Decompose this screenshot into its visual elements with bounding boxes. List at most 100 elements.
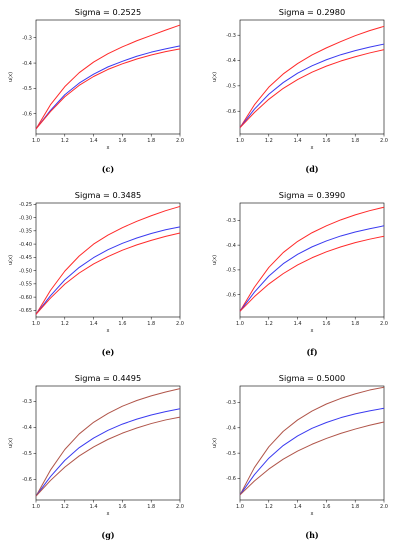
x-tick-label: 2.0 [380, 138, 388, 144]
series-line-2 [35, 45, 181, 130]
x-tick-label: 1.6 [322, 138, 330, 144]
y-axis-label: u(x) [212, 255, 218, 265]
plot-frame [239, 202, 385, 318]
y-tick-label: -0.3 [226, 400, 236, 406]
x-axis-label: x [311, 328, 314, 334]
x-tick-label: 1.8 [147, 321, 155, 327]
plot-frame [35, 19, 181, 135]
y-tick-label: -0.45 [19, 255, 32, 261]
x-tick-label: 1.0 [236, 504, 244, 510]
x-tick-label: 1.0 [32, 321, 40, 327]
y-tick-label: -0.40 [19, 242, 32, 248]
panel-caption: (g) [101, 530, 114, 540]
series-line-2 [239, 225, 385, 312]
y-tick-label: -0.6 [226, 476, 236, 482]
chart-title: Sigma = 0.2525 [75, 7, 141, 17]
y-axis-label: u(x) [212, 72, 218, 82]
chart-panel: Sigma = 0.4495 1.0 1.2 1.4 1.6 1.8 2.0 -0.3 -0.4… [0, 366, 200, 546]
panel-caption: (e) [102, 347, 115, 357]
series-line-2 [35, 408, 181, 497]
panel-caption: (f) [306, 347, 317, 357]
x-tick-label: 1.4 [90, 504, 98, 510]
series-line-3 [35, 416, 181, 497]
x-tick-label: 1.4 [90, 138, 98, 144]
x-tick-label: 1.4 [294, 504, 302, 510]
x-tick-label: 2.0 [380, 321, 388, 327]
series-line-1 [35, 24, 181, 130]
y-axis-label: u(x) [8, 438, 14, 448]
y-tick-label: -0.5 [226, 451, 236, 457]
y-tick-label: -0.35 [19, 229, 32, 235]
plot-frame [35, 385, 181, 501]
series-line-3 [35, 232, 181, 315]
series-line-1 [239, 206, 385, 312]
x-tick-label: 1.0 [32, 138, 40, 144]
x-tick-label: 1.8 [351, 504, 359, 510]
y-tick-label: -0.60 [19, 295, 32, 301]
y-tick-label: -0.3 [226, 218, 236, 224]
panel-caption: (d) [305, 164, 318, 174]
x-tick-label: 1.0 [32, 504, 40, 510]
y-tick-label: -0.4 [22, 425, 32, 431]
chart-panel: Sigma = 0.2980 1.0 1.2 1.4 1.6 1.8 2.0 -0.3 -0.4… [204, 0, 404, 180]
y-axis-label: u(x) [8, 255, 14, 265]
y-tick-label: -0.5 [226, 84, 236, 90]
chart-svg: Sigma = 0.2980 1.0 1.2 1.4 1.6 1.8 2.0 -0.3 -0.4… [212, 7, 388, 174]
x-tick-label: 2.0 [176, 504, 184, 510]
chart-svg: Sigma = 0.5000 1.0 1.2 1.4 1.6 1.8 2.0 -0.3 -0.4… [212, 373, 388, 540]
x-tick-label: 1.8 [147, 504, 155, 510]
x-tick-label: 1.0 [236, 321, 244, 327]
series-line-3 [239, 421, 385, 496]
x-tick-label: 1.6 [118, 504, 126, 510]
x-axis-label: x [311, 145, 314, 151]
x-tick-label: 1.2 [61, 321, 69, 327]
y-tick-label: -0.6 [226, 292, 236, 298]
x-axis-label: x [107, 145, 110, 151]
x-tick-label: 2.0 [176, 138, 184, 144]
y-tick-label: -0.4 [226, 243, 236, 249]
chart-panel: Sigma = 0.3990 1.0 1.2 1.4 1.6 1.8 2.0 -0.3 -0.4… [204, 183, 404, 363]
x-tick-label: 1.6 [322, 504, 330, 510]
x-axis-label: x [107, 511, 110, 517]
series-line-3 [35, 48, 181, 130]
x-tick-label: 1.0 [236, 138, 244, 144]
plot-frame [35, 202, 181, 318]
y-tick-label: -0.3 [22, 399, 32, 405]
x-tick-label: 1.4 [294, 138, 302, 144]
x-tick-label: 1.2 [265, 321, 273, 327]
y-tick-label: -0.4 [226, 426, 236, 432]
y-axis-label: u(x) [212, 438, 218, 448]
chart-panel: Sigma = 0.2525 1.0 1.2 1.4 1.6 1.8 2.0 -0.3 -0.4… [0, 0, 200, 180]
y-axis-label: u(x) [8, 72, 14, 82]
x-tick-label: 1.6 [322, 321, 330, 327]
x-tick-label: 1.4 [90, 321, 98, 327]
chart-svg: Sigma = 0.2525 1.0 1.2 1.4 1.6 1.8 2.0 -0.3 -0.4… [8, 7, 184, 174]
x-tick-label: 1.8 [351, 321, 359, 327]
y-tick-label: -0.4 [226, 58, 236, 64]
series-line-1 [35, 388, 181, 497]
y-tick-label: -0.6 [22, 477, 32, 483]
chart-title: Sigma = 0.2980 [279, 7, 345, 17]
series-line-1 [239, 386, 385, 496]
chart-title: Sigma = 0.4495 [75, 373, 141, 383]
y-tick-label: -0.55 [19, 282, 32, 288]
x-tick-label: 1.8 [147, 138, 155, 144]
chart-title: Sigma = 0.3485 [75, 190, 141, 200]
y-tick-label: -0.5 [22, 451, 32, 457]
x-tick-label: 1.6 [118, 321, 126, 327]
x-tick-label: 1.2 [61, 504, 69, 510]
y-tick-label: -0.3 [226, 33, 236, 39]
x-tick-label: 2.0 [176, 321, 184, 327]
x-axis-label: x [311, 511, 314, 517]
x-tick-label: 2.0 [380, 504, 388, 510]
chart-panel: Sigma = 0.3485 1.0 1.2 1.4 1.6 1.8 2.0 -0.25 -0.… [0, 183, 200, 363]
x-tick-label: 1.2 [265, 138, 273, 144]
y-tick-label: -0.5 [226, 268, 236, 274]
series-line-2 [35, 226, 181, 315]
y-tick-label: -0.6 [22, 111, 32, 117]
y-tick-label: -0.3 [22, 35, 32, 41]
panel-caption: (c) [102, 164, 115, 174]
x-tick-label: 1.2 [61, 138, 69, 144]
plot-frame [239, 19, 385, 135]
